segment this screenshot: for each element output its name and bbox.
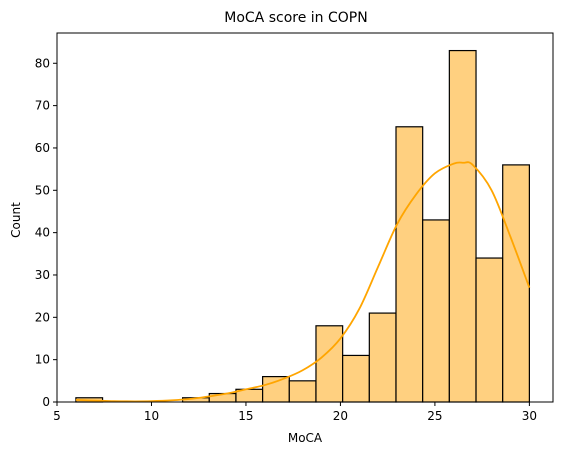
y-tick-label: 30 xyxy=(35,268,50,282)
histogram-bar xyxy=(262,375,290,403)
histogram-bar xyxy=(475,257,504,403)
y-tick-label: 70 xyxy=(35,99,50,113)
kde-group xyxy=(75,161,531,403)
y-tick-label: 50 xyxy=(35,183,50,197)
y-axis-label: Count xyxy=(9,202,23,238)
bars-group xyxy=(75,49,530,403)
y-tick-label: 20 xyxy=(35,310,50,324)
x-tick-label: 10 xyxy=(144,409,159,423)
histogram-bar xyxy=(422,219,450,403)
y-tick-label: 60 xyxy=(35,141,50,155)
chart-title: MoCA score in COPN xyxy=(224,10,367,26)
histogram-bar xyxy=(315,325,344,403)
y-axis: 0 10 20 30 40 50 60 70 80 xyxy=(35,56,57,409)
x-tick-label: 5 xyxy=(53,409,61,423)
histogram-bar xyxy=(502,164,530,403)
y-tick-label: 0 xyxy=(42,395,50,409)
plot-frame xyxy=(56,32,554,403)
y-tick-label: 40 xyxy=(35,226,50,240)
histogram-bar xyxy=(288,380,317,403)
x-axis-label: MoCA xyxy=(288,431,323,445)
x-tick-label: 30 xyxy=(522,409,537,423)
x-tick-label: 20 xyxy=(333,409,348,423)
plot-border xyxy=(56,32,554,403)
x-axis: 5 10 15 20 25 30 xyxy=(53,402,537,423)
histogram-bar xyxy=(342,354,370,403)
histogram-bar xyxy=(368,312,397,403)
histogram-bar xyxy=(448,49,477,403)
y-tick-label: 10 xyxy=(35,353,50,367)
kde-curve xyxy=(75,161,531,403)
x-tick-label: 15 xyxy=(238,409,253,423)
histogram-bar xyxy=(395,126,424,403)
x-tick-label: 25 xyxy=(427,409,442,423)
y-tick-label: 80 xyxy=(35,56,50,70)
